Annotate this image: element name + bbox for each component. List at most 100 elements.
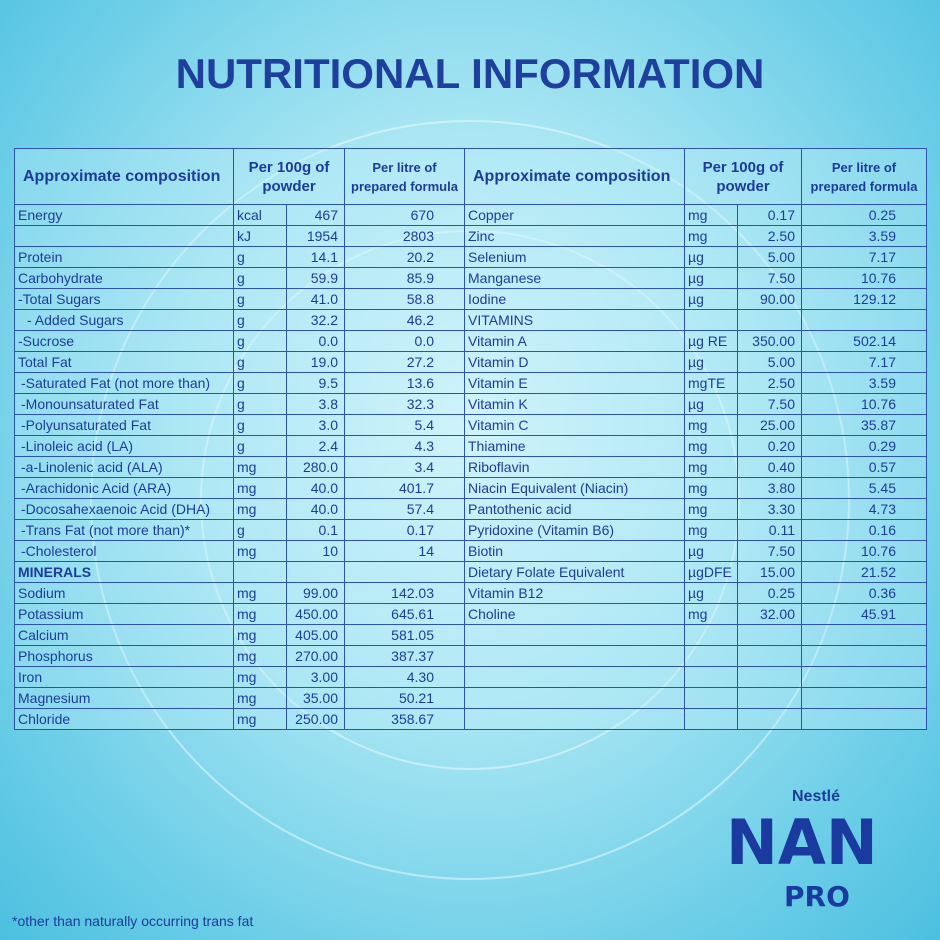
table-row: Energy kcal 467 670 [14, 204, 465, 226]
per-100g-value: 3.30 [737, 498, 802, 520]
table-row: Dietary Folate Equivalent µgDFE 15.00 21.52 [464, 561, 927, 583]
per-100g-value [737, 309, 802, 331]
header-per-litre: Per litre of prepared formula [344, 148, 465, 205]
nutrient-name [464, 687, 685, 709]
table-row: Niacin Equivalent (Niacin) mg 3.80 5.45 [464, 477, 927, 499]
per-litre-value: 3.59 [801, 372, 927, 394]
per-100g-value: 2.50 [737, 372, 802, 394]
table-row: -Monounsaturated Fat g 3.8 32.3 [14, 393, 465, 415]
per-litre-value: 0.36 [801, 582, 927, 604]
nan-logo-text: NAN [726, 806, 878, 879]
nutrient-name: Zinc [464, 225, 685, 247]
per-100g-value: 9.5 [286, 372, 345, 394]
unit: mg [233, 498, 287, 520]
per-100g-value: 270.00 [286, 645, 345, 667]
unit: mg [233, 582, 287, 604]
table-row: -Saturated Fat (not more than) g 9.5 13.6 [14, 372, 465, 394]
unit: mg [233, 603, 287, 625]
nutrient-name: Copper [464, 204, 685, 226]
table-row: -Arachidonic Acid (ARA) mg 40.0 401.7 [14, 477, 465, 499]
nutrient-name: Energy [14, 204, 234, 226]
unit: mg [684, 519, 738, 541]
nutrient-name: - Added Sugars [14, 309, 234, 331]
table-row [464, 687, 927, 709]
per-litre-value: 32.3 [344, 393, 465, 415]
unit: mg [233, 666, 287, 688]
nutrient-name: -Saturated Fat (not more than) [14, 372, 234, 394]
per-litre-value [801, 666, 927, 688]
per-100g-value: 7.50 [737, 267, 802, 289]
nutrient-name: -Monounsaturated Fat [14, 393, 234, 415]
unit: g [233, 435, 287, 457]
per-litre-value: 10.76 [801, 540, 927, 562]
nutrient-name: Calcium [14, 624, 234, 646]
per-100g-value: 467 [286, 204, 345, 226]
nutrient-name [464, 624, 685, 646]
header-per-litre: Per litre of prepared formula [801, 148, 927, 205]
per-litre-value: 5.45 [801, 477, 927, 499]
per-litre-value: 14 [344, 540, 465, 562]
nutrient-name: MINERALS [14, 561, 234, 583]
per-100g-value [737, 687, 802, 709]
unit: g [233, 393, 287, 415]
unit: mg [233, 708, 287, 730]
nutrient-name [464, 645, 685, 667]
table-row: Iron mg 3.00 4.30 [14, 666, 465, 688]
nutrient-name: Vitamin A [464, 330, 685, 352]
per-100g-value: 32.2 [286, 309, 345, 331]
per-100g-value: 90.00 [737, 288, 802, 310]
per-100g-value: 7.50 [737, 540, 802, 562]
nutrient-name: Potassium [14, 603, 234, 625]
nutrient-name: Vitamin K [464, 393, 685, 415]
table-row: Riboflavin mg 0.40 0.57 [464, 456, 927, 478]
table-row: -Total Sugars g 41.0 58.8 [14, 288, 465, 310]
unit: g [233, 288, 287, 310]
unit [684, 309, 738, 331]
per-100g-value: 0.1 [286, 519, 345, 541]
nutrient-name: Riboflavin [464, 456, 685, 478]
nan-pro-logo: Nestlé NAN PRO [722, 782, 922, 922]
table-row [464, 645, 927, 667]
per-100g-value: 1954 [286, 225, 345, 247]
per-100g-value: 35.00 [286, 687, 345, 709]
per-litre-value: 58.8 [344, 288, 465, 310]
per-100g-value [737, 645, 802, 667]
table-row [464, 666, 927, 688]
table-row: -Sucrose g 0.0 0.0 [14, 330, 465, 352]
table-row: Thiamine mg 0.20 0.29 [464, 435, 927, 457]
per-100g-value: 25.00 [737, 414, 802, 436]
unit: mg [233, 456, 287, 478]
per-100g-value: 0.17 [737, 204, 802, 226]
nutrient-name: Vitamin B12 [464, 582, 685, 604]
per-100g-value: 450.00 [286, 603, 345, 625]
nutrient-name: Protein [14, 246, 234, 268]
unit: µgDFE [684, 561, 738, 583]
unit: g [233, 351, 287, 373]
unit: g [233, 267, 287, 289]
header-composition: Approximate composition [464, 148, 685, 205]
per-litre-value: 35.87 [801, 414, 927, 436]
nutrient-name: Vitamin C [464, 414, 685, 436]
per-litre-value [801, 687, 927, 709]
per-litre-value: 502.14 [801, 330, 927, 352]
table-row: -Docosahexaenoic Acid (DHA) mg 40.0 57.4 [14, 498, 465, 520]
per-litre-value: 387.37 [344, 645, 465, 667]
per-litre-value: 45.91 [801, 603, 927, 625]
nutrient-name: Iodine [464, 288, 685, 310]
table-row: kJ 1954 2803 [14, 225, 465, 247]
table-row: Manganese µg 7.50 10.76 [464, 267, 927, 289]
per-litre-value: 50.21 [344, 687, 465, 709]
table-row: Copper mg 0.17 0.25 [464, 204, 927, 226]
table-row: Iodine µg 90.00 129.12 [464, 288, 927, 310]
per-100g-value: 15.00 [737, 561, 802, 583]
per-100g-value: 3.80 [737, 477, 802, 499]
unit: kJ [233, 225, 287, 247]
per-litre-value: 4.30 [344, 666, 465, 688]
nutrient-name [14, 225, 234, 247]
per-litre-value: 0.25 [801, 204, 927, 226]
per-100g-value [737, 624, 802, 646]
unit [684, 666, 738, 688]
nutrient-name: Chloride [14, 708, 234, 730]
nestle-logo-text: Nestlé [792, 788, 841, 805]
